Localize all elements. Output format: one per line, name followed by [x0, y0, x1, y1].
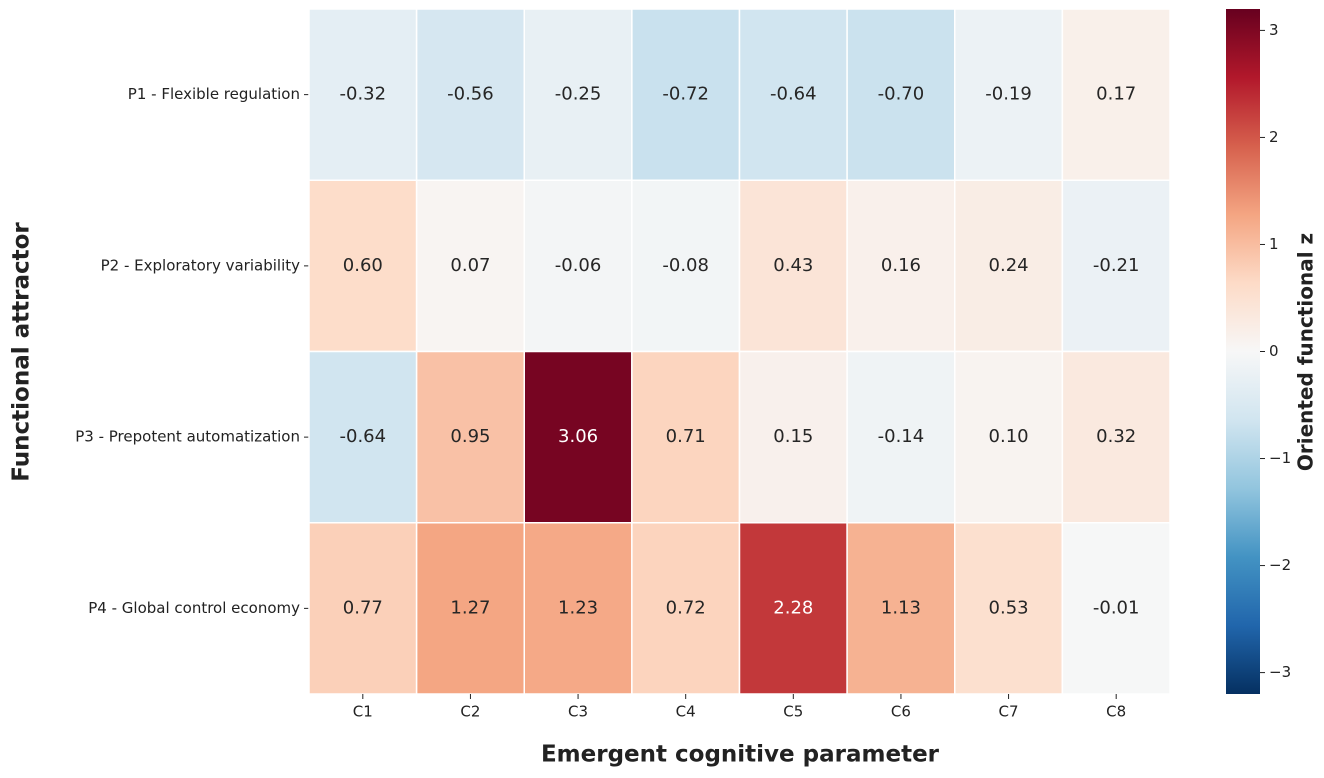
x-tick-label: C6 — [891, 703, 911, 721]
heatmap-cell — [308, 522, 418, 695]
cell-label: -0.25 — [555, 84, 602, 105]
heatmap-cell — [308, 179, 418, 353]
cell-label: 0.07 — [450, 255, 490, 276]
heatmap-cell — [846, 8, 956, 181]
colorbar-title: Oriented functional z — [1294, 233, 1318, 471]
cell-label: 0.95 — [450, 426, 490, 447]
cell-label: 0.15 — [773, 426, 813, 447]
cell-label: -0.21 — [1093, 255, 1140, 276]
y-tick-label: P2 - Exploratory variability — [101, 256, 300, 274]
cell-label: -0.70 — [878, 84, 925, 105]
colorbar-tick-label: −2 — [1269, 556, 1291, 574]
heatmap-cell — [415, 179, 525, 353]
heatmap-cell — [415, 350, 525, 524]
heatmap-cell — [1061, 8, 1171, 181]
x-tick-label: C2 — [460, 703, 480, 721]
heatmap-cell — [523, 522, 633, 695]
colorbar — [1226, 9, 1260, 694]
y-tick-label: P4 - Global control economy — [88, 599, 300, 617]
cell-label: 0.16 — [881, 255, 921, 276]
heatmap-cell — [954, 350, 1064, 524]
cell-label: -0.06 — [555, 255, 602, 276]
heatmap-cell — [523, 179, 633, 353]
colorbar-tick-label: 1 — [1269, 235, 1279, 253]
cell-label: -0.32 — [340, 84, 387, 105]
heatmap-cell — [1061, 179, 1171, 353]
y-tick-label: P3 - Prepotent automatization — [75, 428, 300, 446]
heatmap-cell — [954, 522, 1064, 695]
cell-label: -0.14 — [878, 426, 925, 447]
x-tick-label: C5 — [783, 703, 803, 721]
cell-label: -0.08 — [662, 255, 709, 276]
cell-label: 0.10 — [989, 426, 1029, 447]
cell-label: -0.56 — [447, 84, 494, 105]
colorbar-tick-label: 3 — [1269, 21, 1279, 39]
colorbar-tick-label: 0 — [1269, 342, 1279, 360]
cell-label: -0.64 — [770, 84, 817, 105]
x-tick-label: C7 — [999, 703, 1019, 721]
x-tick-label: C4 — [676, 703, 696, 721]
heatmap-cell — [631, 522, 741, 695]
heatmap-cell — [846, 179, 956, 353]
heatmap-cell — [738, 522, 848, 695]
heatmap-cell — [1061, 522, 1171, 695]
cell-label: 1.13 — [881, 597, 921, 618]
cell-label: 3.06 — [558, 426, 598, 447]
cell-label: 2.28 — [773, 597, 813, 618]
cell-label: -0.64 — [340, 426, 387, 447]
colorbar-tick-label: 2 — [1269, 128, 1279, 146]
heatmap-cell — [523, 350, 633, 524]
cell-label: 0.60 — [343, 255, 383, 276]
heatmap-cell — [1061, 350, 1171, 524]
cell-label: 0.53 — [989, 597, 1029, 618]
x-axis-title: Emergent cognitive parameter — [541, 742, 940, 768]
y-axis-title: Functional attractor — [9, 222, 35, 482]
x-tick-label: C3 — [568, 703, 588, 721]
cell-label: -0.01 — [1093, 597, 1140, 618]
heatmap-cell — [738, 179, 848, 353]
colorbar-tick-label: −1 — [1269, 449, 1291, 467]
cell-label: 1.23 — [558, 597, 598, 618]
x-tick-label: C8 — [1106, 703, 1126, 721]
cell-label: -0.19 — [985, 84, 1032, 105]
y-tick-label: P1 - Flexible regulation — [128, 85, 300, 103]
heatmap-cell — [631, 350, 741, 524]
heatmap-cell — [846, 350, 956, 524]
cell-label: 1.27 — [450, 597, 490, 618]
cell-label: 0.77 — [343, 597, 383, 618]
cell-label: 0.72 — [666, 597, 706, 618]
cell-label: 0.71 — [666, 426, 706, 447]
cell-label: -0.72 — [662, 84, 709, 105]
cell-label: 0.17 — [1096, 84, 1136, 105]
cell-label: 0.43 — [773, 255, 813, 276]
x-tick-label: C1 — [353, 703, 373, 721]
cell-label: 0.32 — [1096, 426, 1136, 447]
colorbar-tick-label: −3 — [1269, 663, 1291, 681]
heatmap-cell — [954, 179, 1064, 353]
heatmap-cell — [308, 350, 418, 524]
cell-label: 0.24 — [989, 255, 1029, 276]
heatmap-cell — [631, 179, 741, 353]
heatmap-cell — [738, 350, 848, 524]
heatmap-cell — [415, 522, 525, 695]
heatmap-cell — [415, 8, 525, 181]
